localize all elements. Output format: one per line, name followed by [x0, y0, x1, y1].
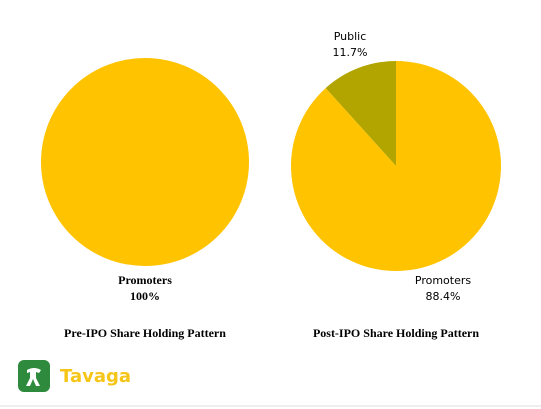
pie-slice — [41, 58, 249, 266]
slice-value-label: 100% — [130, 289, 160, 303]
slice-value-label: 11.7% — [333, 46, 368, 59]
chart-title: Post-IPO Share Holding Pattern — [313, 326, 479, 340]
slice-label: Promoters — [415, 274, 471, 287]
chart-title: Pre-IPO Share Holding Pattern — [64, 326, 226, 340]
brand-name: Tavaga — [60, 366, 131, 387]
slice-label: Public — [334, 30, 367, 43]
pie-slice — [291, 61, 502, 271]
slice-label: Promoters — [118, 273, 172, 287]
pie-slice — [325, 61, 396, 166]
slice-value-label: 88.4% — [426, 290, 461, 303]
logo-glyph — [26, 368, 41, 386]
